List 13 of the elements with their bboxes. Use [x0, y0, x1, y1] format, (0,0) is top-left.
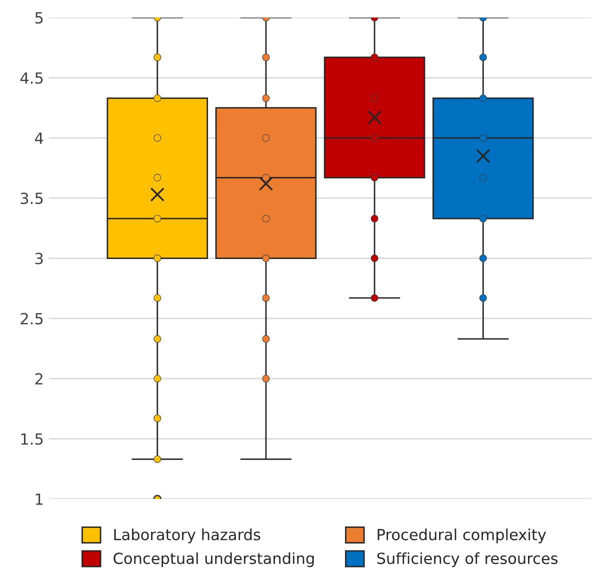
y-tick-label: 3 [35, 252, 43, 264]
legend-label: Sufficiency of resources [377, 552, 558, 568]
legend-label: Conceptual understanding [114, 552, 314, 568]
y-tick-label: 1.5 [21, 433, 43, 445]
legend-label: Procedural complexity [378, 528, 546, 544]
y-tick-label: 2.5 [20, 312, 43, 324]
y-tick-label: 2 [35, 373, 42, 384]
y-tick-label: 3.5 [20, 192, 43, 204]
y-tick-label: 4.5 [20, 72, 43, 84]
y-tick-label: 1 [36, 494, 43, 505]
legend-label: Laboratory hazards [114, 528, 260, 544]
y-tick-label: 4 [34, 132, 44, 144]
y-tick-label: 5 [35, 12, 43, 24]
